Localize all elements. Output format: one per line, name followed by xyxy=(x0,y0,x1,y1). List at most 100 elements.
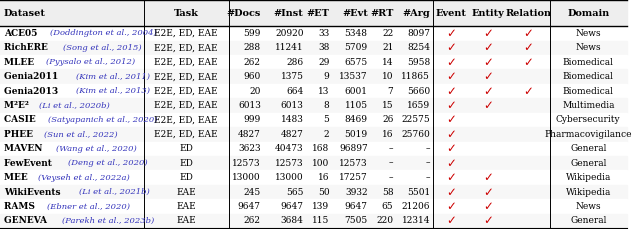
Text: 664: 664 xyxy=(286,87,303,95)
Text: 565: 565 xyxy=(286,188,303,196)
Text: Wikipedia: Wikipedia xyxy=(566,173,611,182)
Text: EAE: EAE xyxy=(176,216,196,225)
Text: ✓: ✓ xyxy=(483,200,493,213)
Text: E2E, ED, EAE: E2E, ED, EAE xyxy=(154,130,218,139)
Text: 5348: 5348 xyxy=(345,29,367,38)
Text: 262: 262 xyxy=(244,58,260,67)
Text: 5: 5 xyxy=(323,115,330,124)
Text: 6013: 6013 xyxy=(281,101,303,110)
Text: MAVEN: MAVEN xyxy=(4,144,45,153)
Text: ✓: ✓ xyxy=(446,41,456,54)
Bar xyxy=(0,41,627,55)
Text: Dataset: Dataset xyxy=(4,9,45,18)
Text: Multimedia: Multimedia xyxy=(562,101,614,110)
Text: 25760: 25760 xyxy=(401,130,430,139)
Text: (Song et al., 2015): (Song et al., 2015) xyxy=(63,44,141,52)
Text: 15: 15 xyxy=(382,101,394,110)
Text: ✓: ✓ xyxy=(446,142,456,155)
Text: 12573: 12573 xyxy=(275,159,303,168)
Text: 13000: 13000 xyxy=(232,173,260,182)
Text: Entity: Entity xyxy=(472,9,504,18)
Text: 3623: 3623 xyxy=(238,144,260,153)
Text: 12314: 12314 xyxy=(402,216,430,225)
Text: 115: 115 xyxy=(312,216,330,225)
Bar xyxy=(0,69,627,84)
Bar xyxy=(0,84,627,98)
Text: 26: 26 xyxy=(382,115,394,124)
Text: 9: 9 xyxy=(324,72,330,81)
Text: M²E²: M²E² xyxy=(4,101,32,110)
Text: CASIE: CASIE xyxy=(4,115,38,124)
Text: ✓: ✓ xyxy=(483,214,493,227)
Text: 100: 100 xyxy=(312,159,330,168)
Text: 245: 245 xyxy=(244,188,260,196)
Text: ✓: ✓ xyxy=(446,85,456,98)
Text: 1105: 1105 xyxy=(344,101,367,110)
Text: ✓: ✓ xyxy=(446,171,456,184)
Text: 58: 58 xyxy=(382,188,394,196)
Text: General: General xyxy=(570,159,607,168)
Text: ✓: ✓ xyxy=(446,113,456,126)
Text: 1375: 1375 xyxy=(280,72,303,81)
Text: ✓: ✓ xyxy=(446,185,456,199)
Text: #Evt: #Evt xyxy=(342,9,367,18)
Bar xyxy=(0,98,627,113)
Text: ✓: ✓ xyxy=(446,99,456,112)
Text: 1659: 1659 xyxy=(407,101,430,110)
Text: Genia2013: Genia2013 xyxy=(4,87,61,95)
Text: 13: 13 xyxy=(318,87,330,95)
Text: –: – xyxy=(389,173,394,182)
Text: 8469: 8469 xyxy=(345,115,367,124)
Text: 17257: 17257 xyxy=(339,173,367,182)
Text: 11241: 11241 xyxy=(275,43,303,52)
Text: #RT: #RT xyxy=(370,9,394,18)
Bar xyxy=(0,113,627,127)
Text: (Kim et al., 2013): (Kim et al., 2013) xyxy=(76,87,150,95)
Text: E2E, ED, EAE: E2E, ED, EAE xyxy=(154,101,218,110)
Text: ✓: ✓ xyxy=(446,70,456,83)
Text: (Wang et al., 2020): (Wang et al., 2020) xyxy=(56,145,137,153)
Text: #Inst: #Inst xyxy=(274,9,303,18)
Text: E2E, ED, EAE: E2E, ED, EAE xyxy=(154,29,218,38)
Text: E2E, ED, EAE: E2E, ED, EAE xyxy=(154,115,218,124)
Text: ED: ED xyxy=(179,144,193,153)
Text: 6001: 6001 xyxy=(345,87,367,95)
Text: (Sun et al., 2022): (Sun et al., 2022) xyxy=(44,130,118,138)
Text: MEE: MEE xyxy=(4,173,31,182)
Text: (Pyysalo et al., 2012): (Pyysalo et al., 2012) xyxy=(46,58,135,66)
Text: ✓: ✓ xyxy=(524,27,534,40)
Bar xyxy=(0,170,627,185)
Text: 999: 999 xyxy=(244,115,260,124)
Text: Wikipedia: Wikipedia xyxy=(566,188,611,196)
Text: 6575: 6575 xyxy=(344,58,367,67)
Text: #Docs: #Docs xyxy=(227,9,260,18)
Text: EAE: EAE xyxy=(176,202,196,211)
Text: –: – xyxy=(426,159,430,168)
Text: RichERE: RichERE xyxy=(4,43,51,52)
Text: ✓: ✓ xyxy=(483,70,493,83)
Text: –: – xyxy=(389,159,394,168)
Text: 7505: 7505 xyxy=(344,216,367,225)
Text: News: News xyxy=(575,29,601,38)
Text: (Veyseh et al., 2022a): (Veyseh et al., 2022a) xyxy=(38,174,129,182)
Text: 139: 139 xyxy=(312,202,330,211)
Text: 5709: 5709 xyxy=(344,43,367,52)
Text: ✓: ✓ xyxy=(483,85,493,98)
Bar xyxy=(0,214,627,228)
Text: 9647: 9647 xyxy=(238,202,260,211)
Text: 288: 288 xyxy=(244,43,260,52)
Text: ✓: ✓ xyxy=(524,56,534,69)
Bar xyxy=(0,55,627,69)
Text: News: News xyxy=(575,202,601,211)
Text: GENEVA: GENEVA xyxy=(4,216,50,225)
Text: ACE05: ACE05 xyxy=(4,29,40,38)
Bar xyxy=(0,185,627,199)
Text: 21206: 21206 xyxy=(402,202,430,211)
Text: MLEE: MLEE xyxy=(4,58,37,67)
Text: ✓: ✓ xyxy=(524,85,534,98)
Text: (Ebner et al., 2020): (Ebner et al., 2020) xyxy=(47,202,130,210)
Text: 22: 22 xyxy=(382,29,394,38)
Text: ED: ED xyxy=(179,159,193,168)
Text: Biomedical: Biomedical xyxy=(563,58,614,67)
Text: 4827: 4827 xyxy=(281,130,303,139)
